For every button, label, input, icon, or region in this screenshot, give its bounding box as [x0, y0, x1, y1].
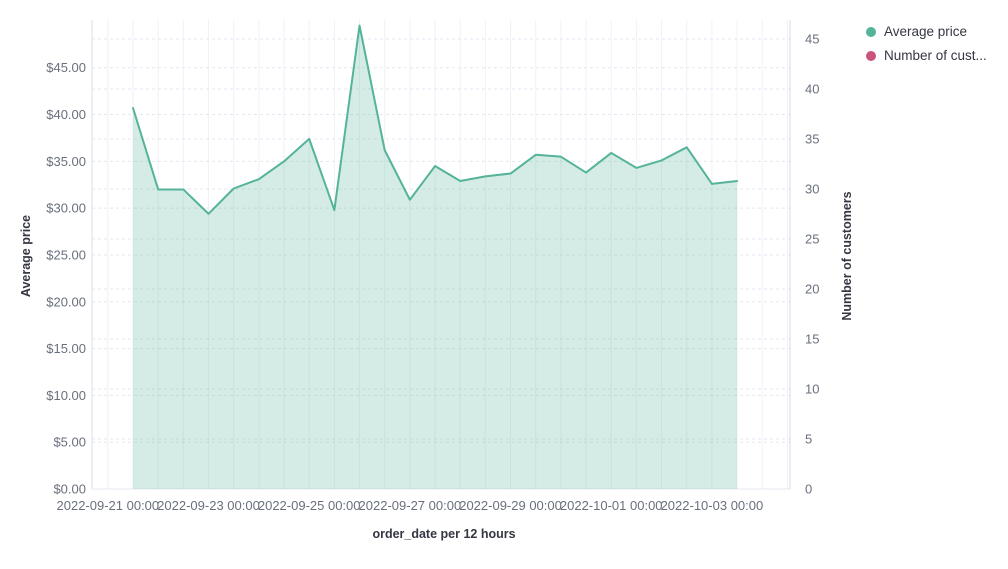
svg-text:35: 35 [805, 132, 819, 147]
svg-text:15: 15 [805, 332, 819, 347]
left-axis-tick-labels: $0.00 $5.00 $10.00 $15.00 $20.00 $25.00 $30.00… [46, 60, 86, 496]
series-dot-number-of-customers [866, 50, 876, 61]
series-dot-average-price [866, 26, 876, 37]
horizontal-gridlines [92, 38, 790, 443]
right-axis-tick-labels: 0 5 10 15 20 25 30 35 40 45 [805, 32, 819, 497]
svg-text:$5.00: $5.00 [53, 435, 86, 450]
svg-text:$10.00: $10.00 [46, 388, 86, 403]
svg-text:$30.00: $30.00 [46, 201, 86, 216]
chart-legend: Average price Number of cust... [866, 22, 987, 65]
svg-text:25: 25 [805, 232, 819, 247]
svg-text:2022-09-21 00:00: 2022-09-21 00:00 [57, 498, 160, 513]
svg-text:$15.00: $15.00 [46, 341, 86, 356]
svg-text:$25.00: $25.00 [46, 247, 86, 262]
series-average-price[interactable] [132, 24, 739, 490]
svg-text:0: 0 [805, 482, 812, 497]
legend-item-number-of-customers[interactable]: Number of cust... [866, 46, 987, 65]
legend-item-average-price[interactable]: Average price [866, 22, 987, 41]
svg-text:2022-09-29 00:00: 2022-09-29 00:00 [459, 498, 562, 513]
svg-text:2022-09-25 00:00: 2022-09-25 00:00 [258, 498, 361, 513]
svg-text:20: 20 [805, 282, 819, 297]
svg-text:2022-09-27 00:00: 2022-09-27 00:00 [359, 498, 462, 513]
axis-lines [91, 20, 791, 490]
svg-text:$35.00: $35.00 [46, 154, 86, 169]
legend-label: Number of cust... [884, 48, 987, 63]
svg-text:40: 40 [805, 82, 819, 97]
legend-label: Average price [884, 24, 968, 39]
svg-text:45: 45 [805, 32, 819, 47]
svg-text:5: 5 [805, 432, 812, 447]
svg-text:$0.00: $0.00 [53, 482, 86, 497]
svg-text:2022-10-01 00:00: 2022-10-01 00:00 [560, 498, 663, 513]
svg-text:2022-10-03 00:00: 2022-10-03 00:00 [661, 498, 764, 513]
svg-text:$40.00: $40.00 [46, 107, 86, 122]
svg-text:2022-09-23 00:00: 2022-09-23 00:00 [157, 498, 260, 513]
x-axis-title: order_date per 12 hours [372, 527, 516, 541]
right-axis-title: Number of customers [840, 191, 854, 321]
left-axis-title: Average price [19, 214, 33, 298]
svg-text:10: 10 [805, 382, 819, 397]
svg-text:$20.00: $20.00 [46, 294, 86, 309]
svg-text:30: 30 [805, 182, 819, 197]
svg-text:$45.00: $45.00 [46, 60, 86, 75]
